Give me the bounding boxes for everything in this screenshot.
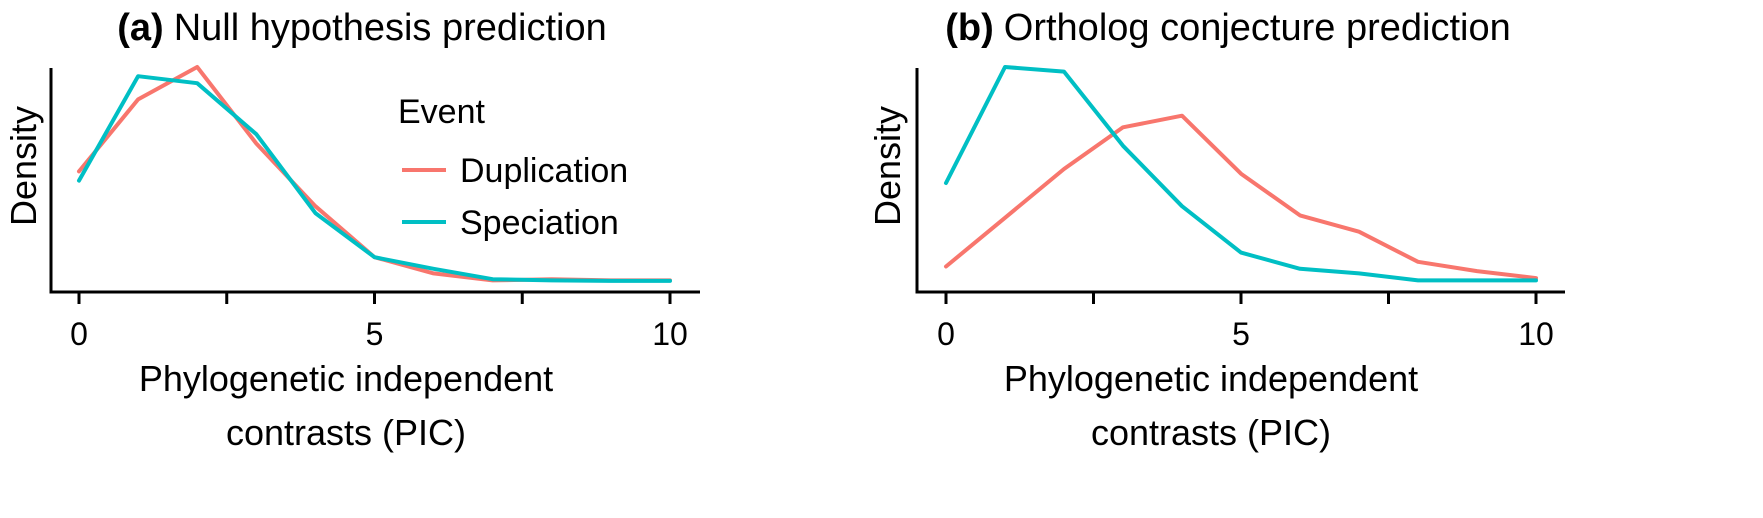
panel-a-x-axis-label-line-2: contrasts (PIC) bbox=[226, 412, 466, 453]
legend: Event Duplication Speciation bbox=[398, 93, 628, 242]
panel-b: (b) Ortholog conjecture prediction Densit… bbox=[867, 7, 1565, 453]
panel-b-x-axis-label-line-1: Phylogenetic independent bbox=[1004, 358, 1418, 399]
panel-b-title: (b) Ortholog conjecture prediction bbox=[945, 7, 1510, 49]
panel-b-title-text: Ortholog conjecture prediction bbox=[1004, 7, 1511, 49]
panel-a-x-tick-label: 0 bbox=[70, 316, 88, 352]
legend-label-duplication: Duplication bbox=[460, 152, 628, 190]
legend-label-speciation: Speciation bbox=[460, 204, 619, 242]
panel-a-x-tick-label: 5 bbox=[366, 316, 384, 352]
panel-b-x-tick-label: 0 bbox=[937, 316, 955, 352]
panel-a-title: (a) Null hypothesis prediction bbox=[117, 7, 606, 49]
panel-a-axes bbox=[49, 68, 700, 294]
panel-b-line-speciation bbox=[944, 65, 1538, 283]
panel-a-title-prefix: (a) bbox=[117, 7, 163, 49]
panel-b-title-prefix: (b) bbox=[945, 7, 994, 49]
panel-a-x-axis-label-line-1: Phylogenetic independent bbox=[139, 358, 553, 399]
panel-a-x-ticks: 0 5 10 bbox=[70, 292, 688, 352]
panel-b-series bbox=[944, 65, 1538, 283]
panel-b-x-tick-label: 5 bbox=[1232, 316, 1250, 352]
panel-a-x-tick-label: 10 bbox=[652, 316, 688, 352]
panel-b-x-tick-label: 10 bbox=[1518, 316, 1554, 352]
panel-a-title-text: Null hypothesis prediction bbox=[174, 7, 607, 49]
panel-b-y-axis-label: Density bbox=[867, 106, 908, 226]
legend-title: Event bbox=[398, 93, 485, 131]
panel-a-line-speciation bbox=[77, 74, 672, 283]
panel-b-x-axis-label-line-2: contrasts (PIC) bbox=[1091, 412, 1331, 453]
panel-a-y-axis-label: Density bbox=[3, 106, 44, 226]
panel-b-axes bbox=[915, 68, 1565, 294]
panel-a: (a) Null hypothesis prediction Density Ph… bbox=[3, 7, 700, 453]
panel-b-line-duplication bbox=[944, 113, 1538, 281]
panel-a-series bbox=[77, 65, 672, 283]
panel-b-x-ticks: 0 5 10 bbox=[937, 292, 1554, 352]
